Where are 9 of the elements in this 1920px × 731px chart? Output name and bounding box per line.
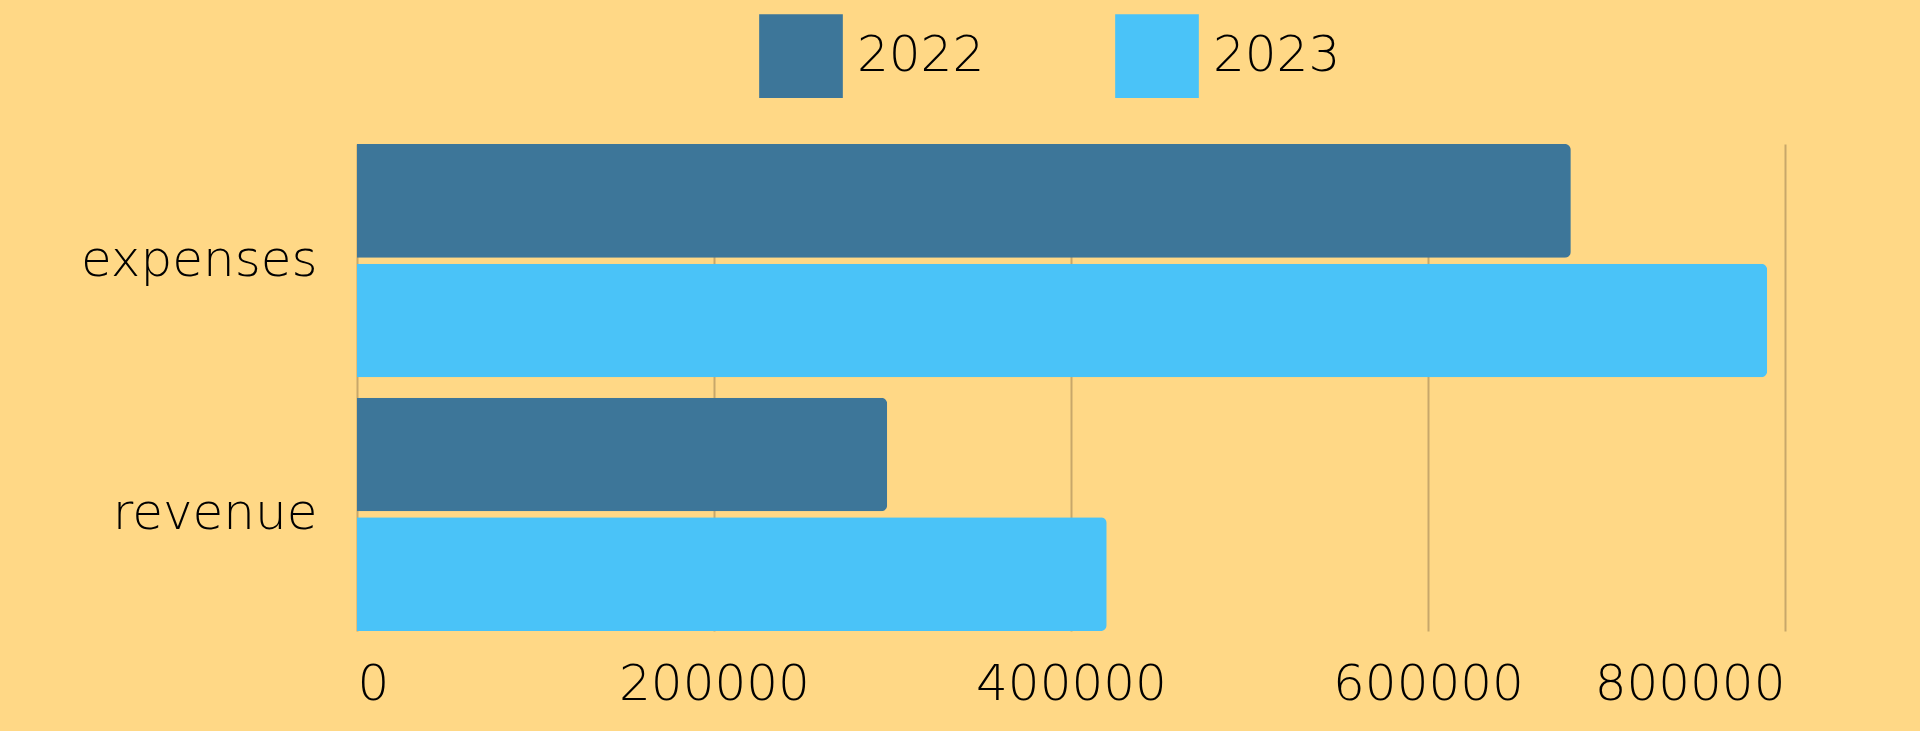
y-tick-label: expenses (80, 229, 318, 288)
legend-label: 2023 (1213, 25, 1341, 84)
x-tick-label: 200000 (619, 653, 810, 712)
x-tick-label: 600000 (1333, 653, 1524, 712)
x-tick-label: 800000 (1594, 653, 1786, 712)
x-tick-label: 400000 (976, 653, 1167, 712)
x-tick-label: 0 (357, 653, 390, 712)
y-tick-label: revenue (112, 483, 318, 542)
legend-label: 2022 (857, 25, 985, 84)
